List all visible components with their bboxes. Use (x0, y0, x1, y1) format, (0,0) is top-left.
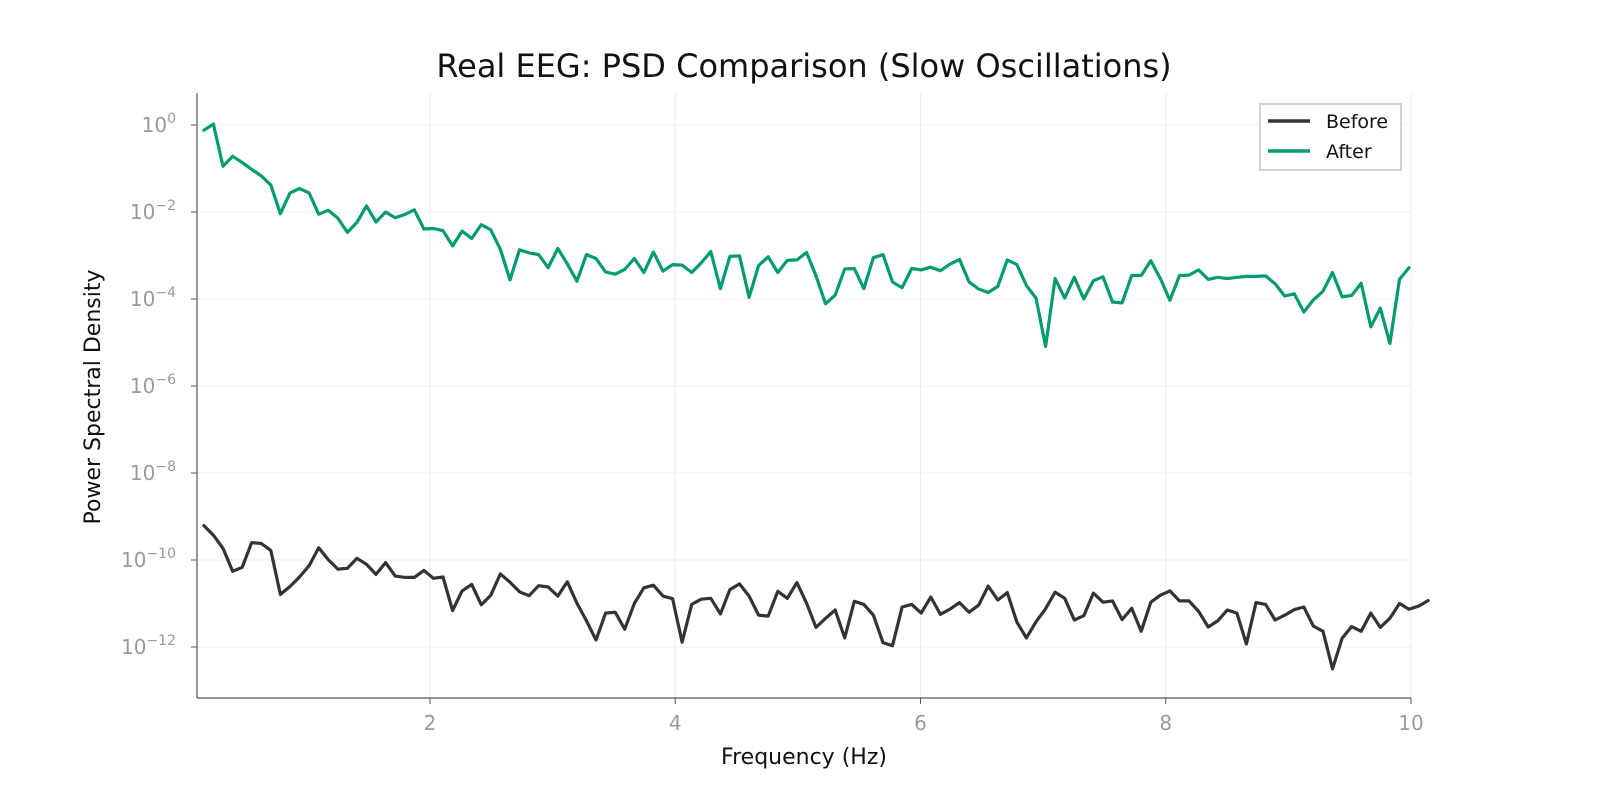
y-tick-label: 10−2 (130, 198, 176, 224)
y-tick-base: 10 (121, 635, 146, 659)
legend-box (1259, 103, 1402, 171)
y-tick-exponent: −12 (146, 633, 176, 649)
axes (191, 93, 1412, 704)
y-tick-exponent: −8 (155, 459, 176, 475)
y-tick-label: 10−10 (121, 546, 176, 572)
y-tick-base: 10 (130, 374, 155, 398)
series-line-before (202, 523, 1430, 671)
y-tick-base: 10 (130, 287, 155, 311)
x-tick-label: 8 (1159, 711, 1172, 735)
y-axis-label: Power Spectral Density (81, 270, 106, 525)
legend-label-before: Before (1326, 111, 1388, 133)
y-tick-label: 10−12 (121, 633, 176, 659)
y-tick-base: 10 (130, 461, 155, 485)
x-tick-label: 4 (669, 711, 682, 735)
chart-title: Real EEG: PSD Comparison (Slow Oscillati… (436, 47, 1171, 85)
series-line-after (202, 122, 1411, 348)
legend: Before After (1259, 103, 1402, 171)
x-axis-label: Frequency (Hz) (721, 745, 887, 770)
y-tick-base: 10 (121, 548, 146, 572)
y-tick-exponent: −4 (155, 285, 176, 301)
y-tick-exponent: −10 (146, 546, 176, 562)
y-tick-base: 10 (142, 113, 167, 137)
y-tick-exponent: 0 (167, 111, 176, 127)
y-tick-label: 100 (142, 111, 176, 137)
y-tick-exponent: −2 (155, 198, 176, 214)
x-tick-label: 6 (914, 711, 927, 735)
y-tick-label: 10−6 (130, 372, 176, 398)
y-tick-exponent: −6 (155, 372, 176, 388)
y-tick-base: 10 (130, 200, 155, 224)
legend-label-after: After (1326, 141, 1372, 163)
x-tick-label: 10 (1398, 711, 1423, 735)
y-tick-label: 10−4 (130, 285, 176, 311)
y-tick-label: 10−8 (130, 459, 176, 485)
series-lines (202, 122, 1430, 671)
x-tick-label: 2 (424, 711, 437, 735)
grid-lines (197, 93, 1412, 698)
